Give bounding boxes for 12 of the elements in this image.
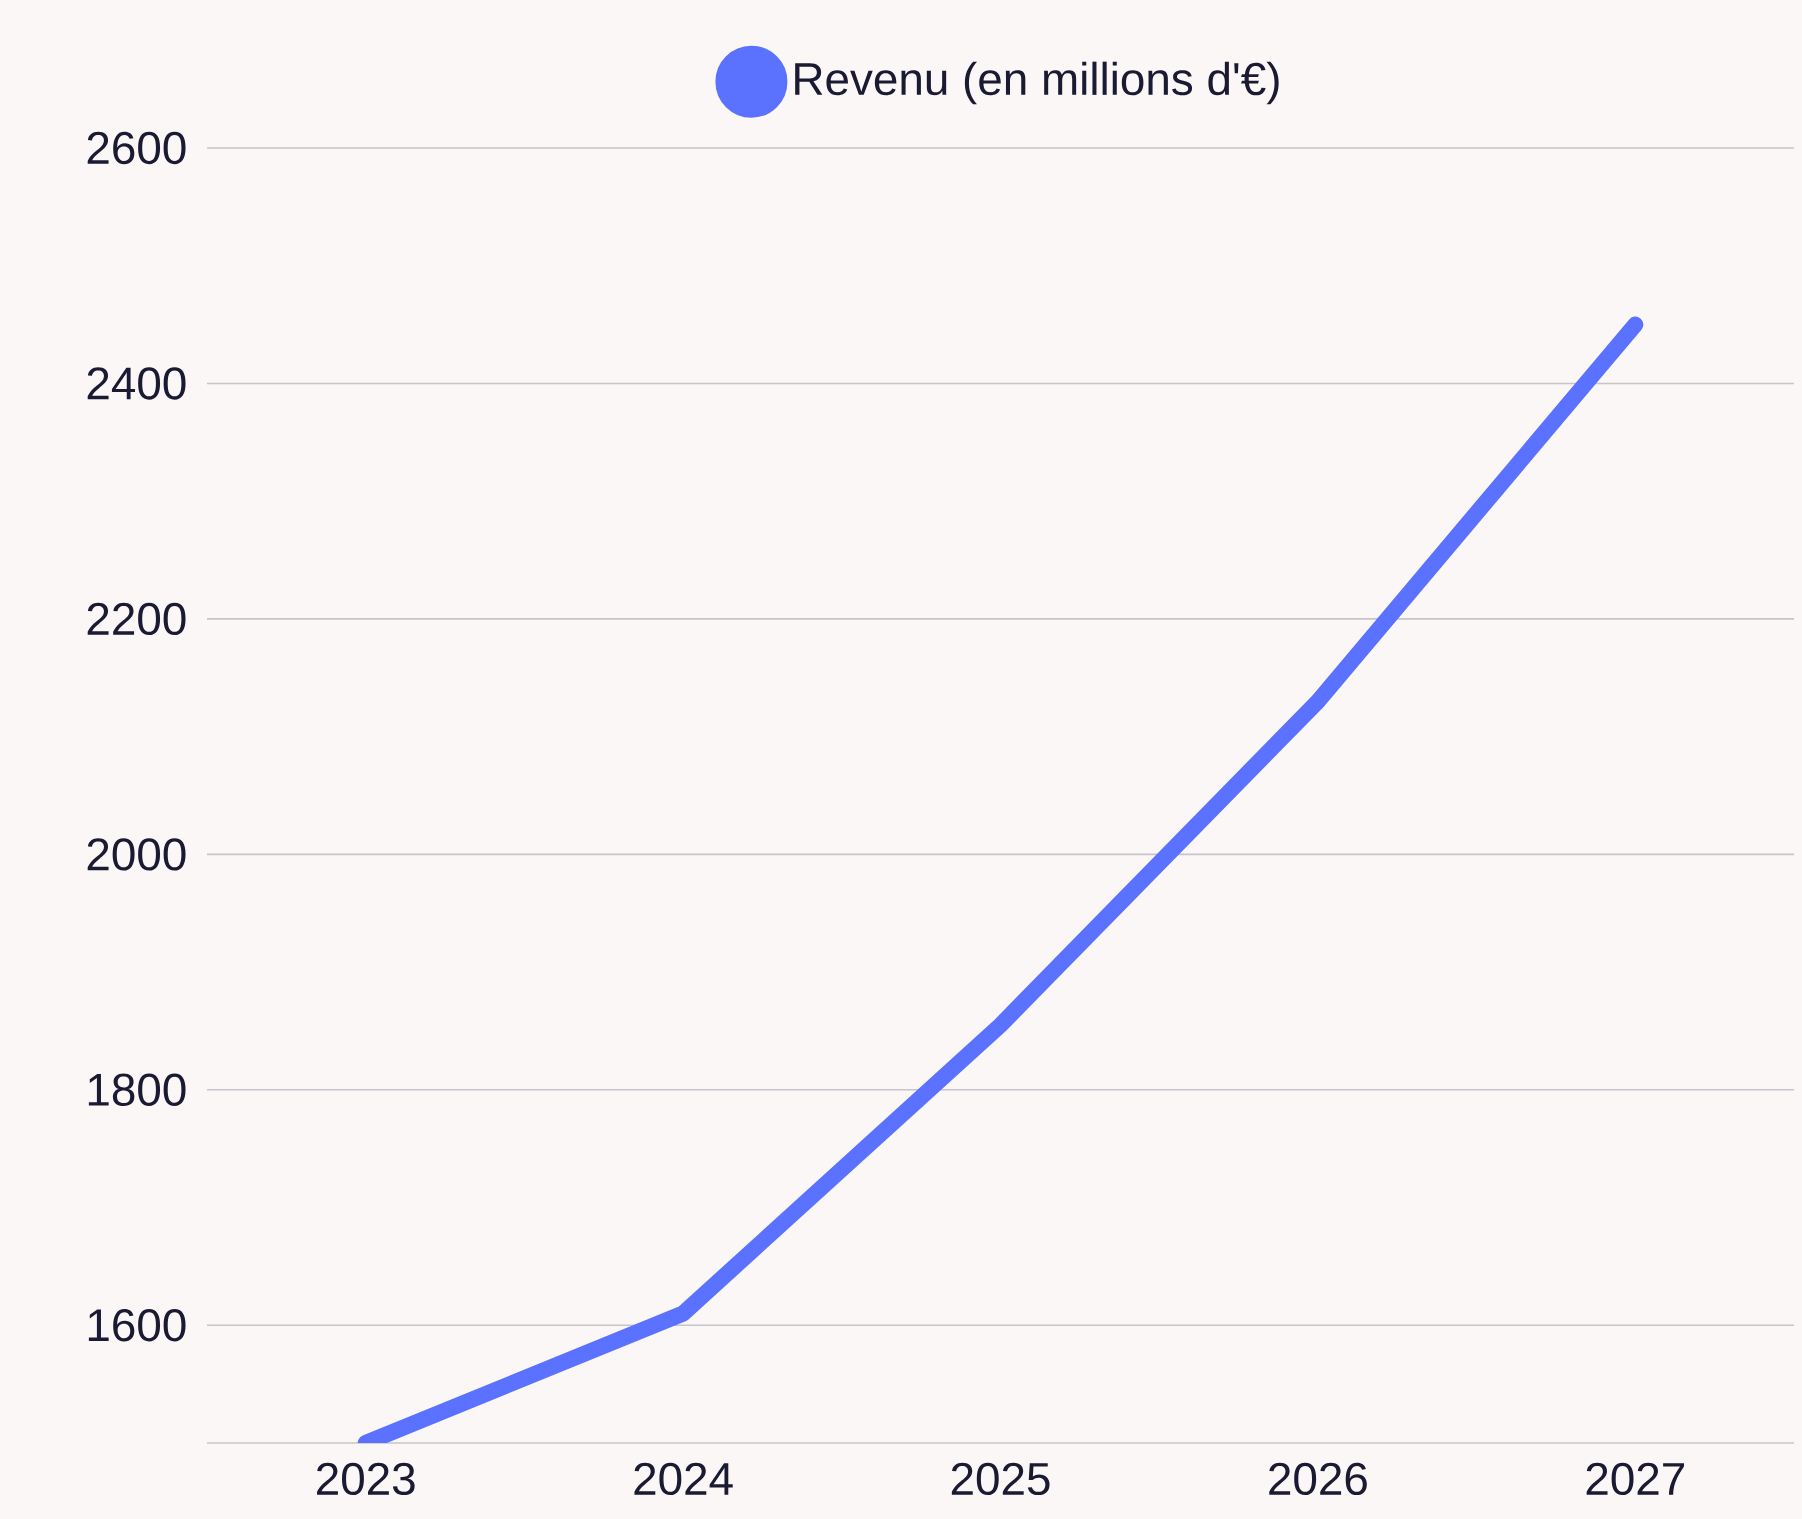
y-tick-label: 2600 [87,131,186,165]
x-tick-label: 2025 [951,1462,1050,1496]
y-tick-label: 1800 [88,1073,186,1107]
y-tick-label: 2000 [87,838,186,871]
y-tick-label: 2400 [87,367,186,400]
x-tick-label: 2024 [634,1462,733,1496]
x-tick-label: 2027 [1586,1462,1684,1496]
x-tick-label: 2026 [1269,1462,1367,1496]
x-tick-label: 2023 [317,1462,415,1496]
y-tick-label: 1600 [88,1309,186,1342]
legend-label: Revenu (en millions d'€) [795,61,1279,105]
y-tick-label: 2200 [87,602,186,636]
